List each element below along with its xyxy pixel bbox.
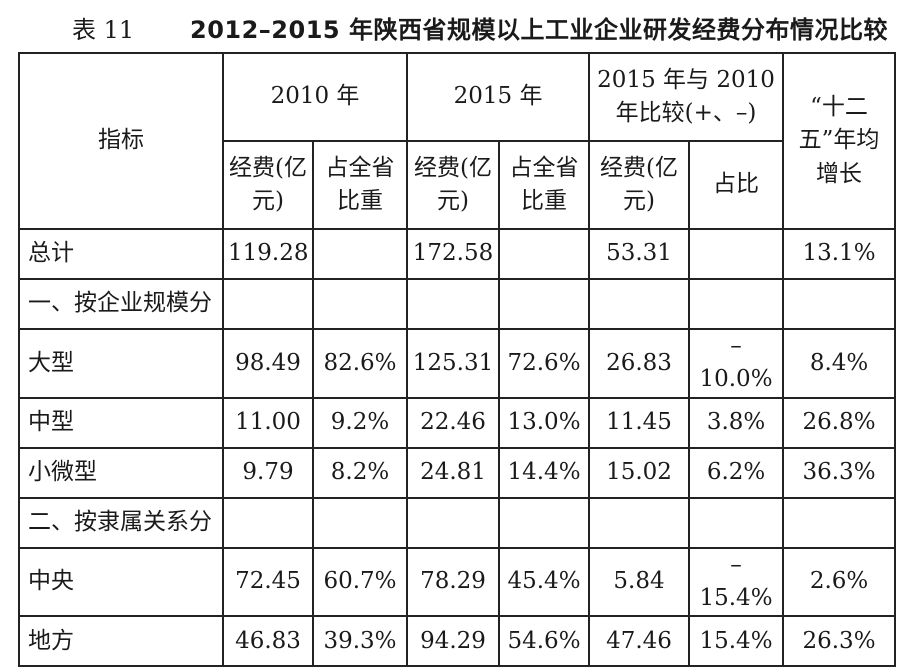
table-cell: 15.4%: [688, 615, 785, 667]
table-cell: 11.00: [222, 396, 314, 449]
table-row: 地方 46.83 39.3% 94.29 54.6% 47.46 15.4% 26.3%: [18, 615, 897, 667]
table-cell: –10.0%: [688, 328, 785, 399]
header-cell: 2010 年: [221, 52, 409, 142]
table-cell: 26.3%: [782, 615, 897, 667]
table-cell: [688, 278, 785, 330]
table-cell: 72.45: [222, 546, 314, 618]
table-cell: [406, 496, 501, 549]
table-cell: 5.84: [588, 546, 691, 618]
page: 表 11 2012–2015 年陕西省规模以上工业企业研发经费分布情况比较 指标…: [0, 10, 908, 667]
table-cell: 46.83: [222, 615, 314, 667]
table-cell: [311, 496, 409, 549]
table-cell: 172.58: [406, 228, 501, 280]
table-title: 2012–2015 年陕西省规模以上工业企业研发经费分布情况比较: [190, 16, 888, 44]
table-cell: 6.2%: [688, 446, 785, 499]
table-cell: 53.31: [588, 228, 691, 280]
header-cell: “十二五”年均增长: [782, 52, 897, 230]
table-cell: 45.4%: [498, 546, 591, 618]
table-cell: 54.6%: [498, 615, 591, 667]
subheader-cell: 占全省比重: [498, 140, 591, 230]
table-cell: 24.81: [406, 446, 501, 499]
table-row: 中央 72.45 60.7% 78.29 45.4% 5.84 –15.4% 2.6%: [18, 546, 897, 618]
row-label: 中央: [18, 546, 224, 618]
table-cell: 8.2%: [311, 446, 409, 499]
table-cell: 8.4%: [782, 328, 897, 399]
table-cell: [311, 278, 409, 330]
table-cell: 14.4%: [498, 446, 591, 499]
row-label: 一、按企业规模分: [18, 278, 224, 330]
table-cell: [222, 496, 314, 549]
table-cell: 26.83: [588, 328, 691, 399]
table-cell: –15.4%: [688, 546, 785, 618]
subheader-cell: 经费(亿元): [588, 140, 691, 230]
table-cell: [311, 228, 409, 280]
header-cell: 2015 年: [406, 52, 591, 142]
table-caption: 表 11 2012–2015 年陕西省规模以上工业企业研发经费分布情况比较: [0, 10, 908, 44]
header-cell: 2015 年与 2010 年比较(+、–): [588, 52, 785, 142]
table-cell: [588, 496, 691, 549]
table-cell: 11.45: [588, 396, 691, 449]
table-cell: [222, 278, 314, 330]
table-cell: 36.3%: [782, 446, 897, 499]
table-cell: 119.28: [222, 228, 314, 280]
row-label: 中型: [18, 396, 224, 449]
table-cell: 26.8%: [782, 396, 897, 449]
table-row: 小微型 9.79 8.2% 24.81 14.4% 15.02 6.2% 36.3%: [18, 446, 897, 499]
table-cell: [498, 496, 591, 549]
table-cell: 82.6%: [311, 328, 409, 399]
table-cell: 94.29: [406, 615, 501, 667]
row-label: 大型: [18, 328, 224, 399]
table-cell: 22.46: [406, 396, 501, 449]
table-cell: 2.6%: [782, 546, 897, 618]
table-row: 总计 119.28 172.58 53.31 13.1%: [18, 228, 897, 280]
table-cell: [588, 278, 691, 330]
table-cell: [782, 496, 897, 549]
table-number: 表 11: [72, 16, 135, 44]
table-cell: 47.46: [588, 615, 691, 667]
table-cell: 9.79: [222, 446, 314, 499]
subheader-cell: 占全省比重: [311, 140, 409, 230]
subheader-cell: 经费(亿元): [222, 140, 314, 230]
table-cell: 98.49: [222, 328, 314, 399]
table-cell: 125.31: [406, 328, 501, 399]
row-label: 小微型: [18, 446, 224, 499]
table-cell: 9.2%: [311, 396, 409, 449]
subheader-cell: 经费(亿元): [406, 140, 501, 230]
table-cell: 39.3%: [311, 615, 409, 667]
row-label: 总计: [18, 228, 224, 280]
table-cell: 13.0%: [498, 396, 591, 449]
data-table: 指标 2010 年 2015 年 2015 年与 2010 年比较(+、–) “…: [18, 52, 897, 667]
table-cell: [498, 278, 591, 330]
table-cell: 60.7%: [311, 546, 409, 618]
table-cell: 3.8%: [688, 396, 785, 449]
table-cell: [688, 228, 785, 280]
table-cell: 78.29: [406, 546, 501, 618]
row-label: 地方: [18, 615, 224, 667]
subheader-cell: 占比: [688, 140, 785, 230]
table-cell: [688, 496, 785, 549]
table-cell: 15.02: [588, 446, 691, 499]
table-cell: [406, 278, 501, 330]
table-cell: [498, 228, 591, 280]
header-cell: 指标: [18, 52, 224, 230]
table-row: 大型 98.49 82.6% 125.31 72.6% 26.83 –10.0% 8.4%: [18, 328, 897, 399]
table-row: 一、按企业规模分: [18, 278, 897, 330]
table-row: 二、按隶属关系分: [18, 496, 897, 549]
table-cell: 72.6%: [498, 328, 591, 399]
table-cell: [782, 278, 897, 330]
table-cell: 13.1%: [782, 228, 897, 280]
table-row: 中型 11.00 9.2% 22.46 13.0% 11.45 3.8% 26.8%: [18, 396, 897, 449]
row-label: 二、按隶属关系分: [18, 496, 224, 549]
